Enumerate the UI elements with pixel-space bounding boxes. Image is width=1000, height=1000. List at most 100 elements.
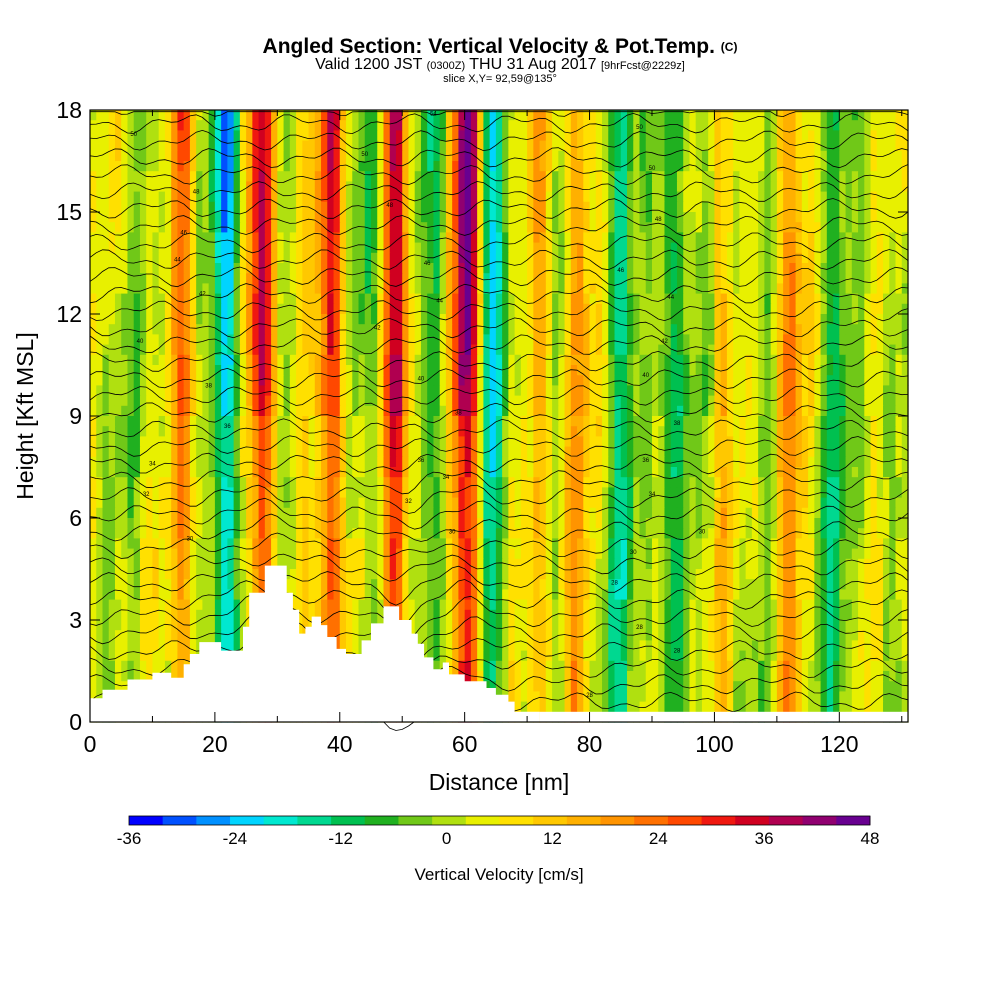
field-cell [826, 201, 834, 213]
field-cell [577, 375, 584, 386]
field-cell [252, 201, 260, 213]
field-cell [164, 242, 172, 254]
field-cell [252, 273, 260, 284]
field-cell [470, 252, 478, 264]
field-cell [383, 395, 391, 407]
field-cell [152, 212, 160, 223]
field-cell [695, 181, 703, 193]
field-cell [389, 293, 397, 305]
field-cell [614, 201, 622, 213]
field-cell [814, 252, 822, 264]
field-cell [552, 365, 559, 376]
field-cell [801, 283, 809, 295]
field-cell [876, 191, 884, 203]
field-cell [533, 426, 541, 437]
field-cell [314, 273, 322, 284]
field-cell [776, 171, 784, 182]
field-cell [589, 150, 597, 162]
field-cell [308, 181, 316, 193]
field-cell [90, 385, 97, 397]
field-cell [158, 395, 166, 407]
field-cell [477, 201, 484, 213]
field-cell [608, 456, 616, 468]
field-cell [870, 201, 878, 213]
field-cell [108, 181, 116, 193]
field-cell [139, 212, 147, 223]
field-cell [670, 375, 678, 386]
field-cell [533, 303, 541, 315]
field-cell [527, 375, 534, 386]
field-cell [758, 232, 765, 244]
field-cell [296, 375, 303, 386]
field-cell [321, 150, 328, 162]
field-cell [152, 191, 160, 203]
field-cell [801, 395, 809, 407]
field-cell [651, 191, 659, 203]
field-cell [577, 161, 584, 172]
field-cell [264, 273, 272, 284]
field-cell [370, 416, 378, 427]
field-cell [439, 436, 447, 448]
field-cell [502, 395, 509, 407]
field-cell [808, 416, 815, 427]
field-cell [308, 395, 316, 407]
field-cell [776, 191, 784, 203]
field-cell [477, 303, 484, 315]
field-cell [577, 324, 584, 335]
field-cell [327, 181, 335, 193]
field-cell [483, 324, 491, 335]
field-cell [177, 303, 185, 315]
field-cell [483, 436, 491, 448]
field-cell [820, 222, 828, 233]
field-cell [739, 140, 747, 152]
field-cell [395, 263, 403, 274]
field-cell [783, 273, 790, 284]
field-cell [689, 314, 697, 325]
field-cell [102, 252, 110, 264]
field-cell [370, 354, 378, 366]
field-cell [764, 477, 772, 488]
field-cell [333, 314, 341, 325]
field-cell [458, 467, 466, 478]
field-cell [801, 140, 809, 152]
field-cell [108, 487, 116, 499]
field-cell [258, 385, 266, 397]
field-cell [670, 130, 678, 142]
field-cell [414, 416, 422, 427]
field-cell [370, 161, 378, 172]
field-cell [96, 242, 104, 254]
field-cell [158, 324, 166, 335]
field-cell [370, 293, 378, 305]
field-cell [845, 487, 853, 499]
field-cell [764, 110, 772, 121]
field-cell [127, 201, 135, 213]
field-cell [520, 263, 528, 274]
field-cell [308, 191, 316, 203]
field-cell [801, 344, 809, 356]
field-cell [289, 426, 297, 437]
field-cell [283, 283, 291, 295]
field-cell [439, 191, 447, 203]
field-cell [346, 334, 353, 346]
field-cell [252, 344, 260, 356]
field-cell [239, 426, 247, 437]
field-cell [577, 120, 584, 131]
field-cell [514, 416, 522, 427]
field-cell [339, 252, 347, 264]
field-cell [583, 283, 591, 295]
field-cell [658, 150, 666, 162]
field-cell [452, 191, 460, 203]
field-cell [458, 130, 466, 142]
field-cell [514, 467, 522, 478]
field-cell [358, 446, 366, 458]
field-cell [533, 365, 541, 376]
field-cell [589, 446, 597, 458]
field-cell [714, 191, 722, 203]
field-cell [189, 140, 197, 152]
field-cell [277, 324, 285, 335]
field-cell [277, 426, 285, 437]
field-cell [801, 405, 809, 417]
field-cell [127, 110, 135, 121]
field-cell [508, 130, 516, 142]
field-cell [408, 110, 416, 121]
